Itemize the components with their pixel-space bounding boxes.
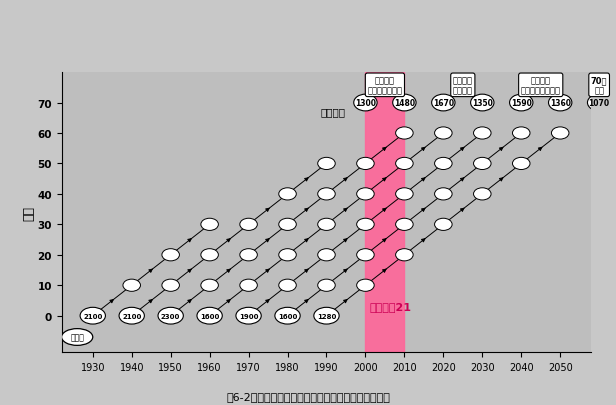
Ellipse shape [162, 249, 179, 261]
Ellipse shape [395, 128, 413, 140]
Text: 2100: 2100 [83, 313, 102, 319]
Ellipse shape [318, 188, 335, 200]
Ellipse shape [357, 158, 374, 170]
Ellipse shape [513, 128, 530, 140]
Ellipse shape [434, 128, 452, 140]
Ellipse shape [240, 249, 257, 261]
Text: 70歳
人口: 70歳 人口 [591, 76, 607, 95]
Ellipse shape [551, 128, 569, 140]
Ellipse shape [432, 95, 455, 112]
Ellipse shape [474, 188, 491, 200]
Text: 1300: 1300 [355, 99, 376, 108]
Ellipse shape [509, 95, 533, 112]
Ellipse shape [354, 95, 377, 112]
Ellipse shape [80, 307, 105, 324]
Ellipse shape [279, 249, 296, 261]
Ellipse shape [236, 307, 261, 324]
Text: いわゆる
団塡世代: いわゆる 団塡世代 [453, 76, 473, 95]
Text: いわゆる
昭和一ケタ世代: いわゆる 昭和一ケタ世代 [367, 76, 402, 95]
Ellipse shape [314, 307, 339, 324]
Ellipse shape [318, 249, 335, 261]
Text: 1070: 1070 [589, 99, 610, 108]
Text: 図6-2　健康日本２１に関連する各世代（コホート）: 図6-2 健康日本２１に関連する各世代（コホート） [226, 391, 390, 401]
Ellipse shape [201, 219, 219, 231]
Ellipse shape [434, 158, 452, 170]
Ellipse shape [395, 219, 413, 231]
Ellipse shape [162, 279, 179, 292]
Ellipse shape [240, 279, 257, 292]
Ellipse shape [279, 188, 296, 200]
Ellipse shape [279, 279, 296, 292]
Ellipse shape [434, 219, 452, 231]
Ellipse shape [275, 307, 300, 324]
Text: 1900: 1900 [239, 313, 258, 319]
Ellipse shape [392, 95, 416, 112]
Ellipse shape [158, 307, 184, 324]
Y-axis label: 年齢: 年齢 [23, 205, 36, 220]
Text: 2300: 2300 [161, 313, 180, 319]
Ellipse shape [119, 307, 144, 324]
Ellipse shape [474, 158, 491, 170]
Text: 2100: 2100 [122, 313, 142, 319]
Bar [365, 73, 404, 352]
Ellipse shape [123, 279, 140, 292]
Ellipse shape [240, 219, 257, 231]
Ellipse shape [357, 219, 374, 231]
Ellipse shape [318, 219, 335, 231]
Text: 1590: 1590 [511, 99, 532, 108]
Text: 1360: 1360 [549, 99, 570, 108]
Ellipse shape [474, 128, 491, 140]
Ellipse shape [471, 95, 494, 112]
Ellipse shape [395, 249, 413, 261]
Ellipse shape [318, 279, 335, 292]
Ellipse shape [357, 249, 374, 261]
Text: 単位万人: 単位万人 [321, 107, 346, 117]
Text: 1670: 1670 [433, 99, 454, 108]
Text: 出生数: 出生数 [70, 333, 84, 342]
Ellipse shape [197, 307, 222, 324]
Ellipse shape [395, 158, 413, 170]
Text: 1280: 1280 [317, 313, 336, 319]
Ellipse shape [434, 188, 452, 200]
Ellipse shape [318, 158, 335, 170]
Ellipse shape [279, 219, 296, 231]
Ellipse shape [62, 329, 93, 345]
Ellipse shape [395, 188, 413, 200]
Text: いわゆる
団塡ジュニア世代: いわゆる 団塡ジュニア世代 [521, 76, 561, 95]
Text: 1600: 1600 [200, 313, 219, 319]
Ellipse shape [513, 158, 530, 170]
Ellipse shape [201, 279, 219, 292]
Ellipse shape [588, 95, 611, 112]
Text: 1600: 1600 [278, 313, 297, 319]
Text: 健康日本21: 健康日本21 [370, 301, 411, 311]
Ellipse shape [357, 188, 374, 200]
Text: 1350: 1350 [472, 99, 493, 108]
Text: 1480: 1480 [394, 99, 415, 108]
Ellipse shape [357, 279, 374, 292]
Ellipse shape [548, 95, 572, 112]
Ellipse shape [201, 249, 219, 261]
